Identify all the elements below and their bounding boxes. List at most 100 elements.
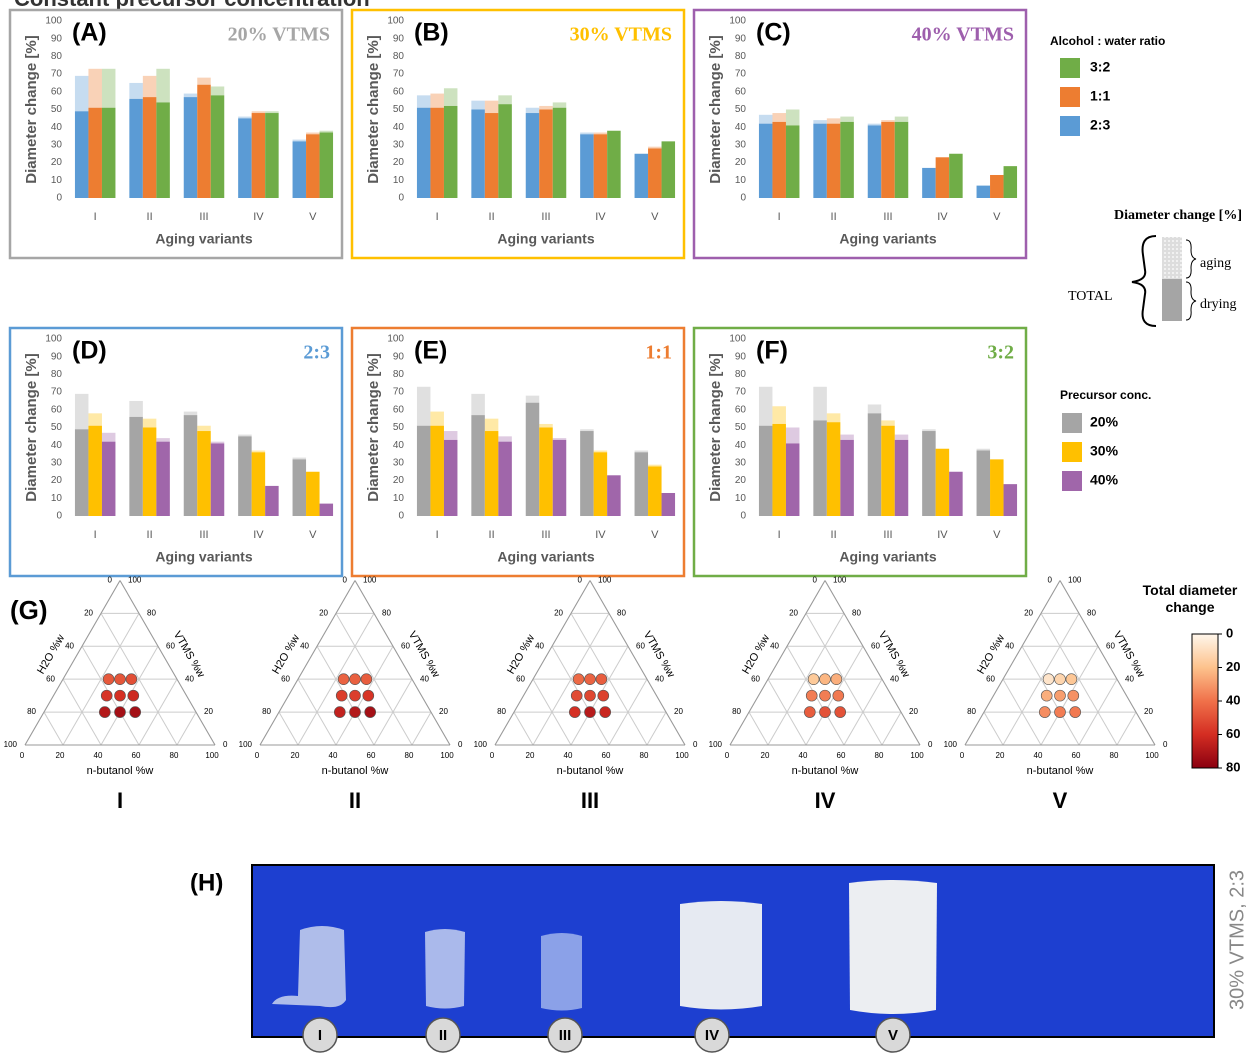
bar-aging [922,429,936,432]
legend-swatch [1060,87,1080,107]
ternary-point [819,706,831,718]
bar-drying [894,439,909,516]
panel-label: (C) [756,19,791,47]
tick-label: 60 [751,674,760,683]
ternary-point [1040,689,1053,702]
tick-label: 40 [300,641,309,650]
bar-aging [129,82,143,99]
bar-drying [867,413,882,516]
bar-drying [593,134,608,198]
y-tick-label: 60 [393,86,405,97]
bar-aging [197,77,211,85]
sample-label: III [559,1027,572,1044]
tick-label: 20 [1024,608,1033,617]
bar-aging [101,432,116,442]
bar-drying [607,130,621,198]
bar-aging [785,427,800,444]
tick-label: 0 [928,740,933,749]
y-tick-label: 80 [51,51,63,62]
tick-label: 40 [535,641,544,650]
y-tick-label: 10 [51,175,63,186]
tick-label: 80 [732,707,741,716]
bar-aging [813,386,827,421]
key-aging: aging [1200,256,1231,271]
legend-title: Alcohol : water ratio [1050,34,1165,48]
bar-drying [539,109,553,198]
y-tick-label: 100 [387,334,404,345]
legend-swatch [1062,471,1082,491]
grid-line [176,711,197,746]
bar-aging [156,68,170,103]
bar-aging [552,102,567,108]
y-tick-label: 70 [51,69,63,80]
tick-label: 80 [170,751,179,760]
x-tick-label: IV [253,529,264,541]
bar-aging [210,86,225,96]
bar-drying [197,84,211,198]
tick-label: 100 [1068,576,1082,585]
bar-drying [840,121,854,198]
panel-frame [8,326,344,578]
y-tick-label: 0 [56,511,62,522]
bar-drying [319,503,334,516]
bar-drying [498,104,512,198]
bar-drying [443,105,458,198]
colorbar-tick-label: 20 [1226,659,1240,674]
tick-label: 80 [852,608,861,617]
ternary-point [99,706,111,718]
y-tick-label: 50 [735,422,747,433]
tick-label: 20 [439,707,448,716]
bar-drying [648,148,662,198]
axis-title: H2O %w [35,633,67,677]
bar-aging [648,464,662,467]
tick-label: 0 [223,740,228,749]
y-tick-label: 40 [51,122,63,133]
ternary-title: IV [815,788,836,813]
bar-drying [443,439,458,516]
tick-label: 40 [329,751,338,760]
bar-aging [525,107,540,114]
bar-aging [319,130,334,133]
panel-label: (D) [72,337,107,365]
brace [1131,235,1157,327]
colorbar [1191,633,1219,769]
bar-aging [471,100,485,110]
bar-drying [319,132,334,198]
ternary-title: II [349,788,361,813]
tick-label: 20 [319,608,328,617]
bar-drying [840,439,854,516]
ternary-frame [729,580,826,746]
grid-line [532,678,572,746]
bar-drying [142,427,157,516]
ternary-point [819,689,831,702]
y-tick-label: 10 [735,175,747,186]
bar-aging [430,411,444,426]
y-tick-label: 30 [51,140,63,151]
bar-drying [156,102,170,198]
ternary-point [1054,673,1066,685]
tick-label: 100 [833,576,847,585]
ternary-frame [824,580,921,746]
bar-aging [443,88,458,106]
tick-label: 100 [128,576,142,585]
key-title: Diameter change [%] [1114,208,1242,223]
tick-label: 100 [675,751,689,760]
x-tick-label: I [436,529,439,541]
bar-aging [238,434,252,437]
heading: Constant precursor concentration [14,0,370,11]
tick-label: 80 [27,707,36,716]
x-tick-label: IV [937,529,948,541]
x-axis-label: Aging variants [497,231,594,247]
ternary-point [125,673,138,685]
tick-label: 80 [640,751,649,760]
tick-label: 40 [1125,674,1134,683]
y-tick-label: 90 [735,33,747,44]
bar-drying [88,107,102,198]
annotation: 20% VTMS [228,24,330,46]
bar-drying [813,123,827,198]
bar-drying [210,443,225,516]
annotation: 1:1 [645,342,672,364]
bar-aging [580,132,594,135]
sample-label: II [439,1027,447,1044]
